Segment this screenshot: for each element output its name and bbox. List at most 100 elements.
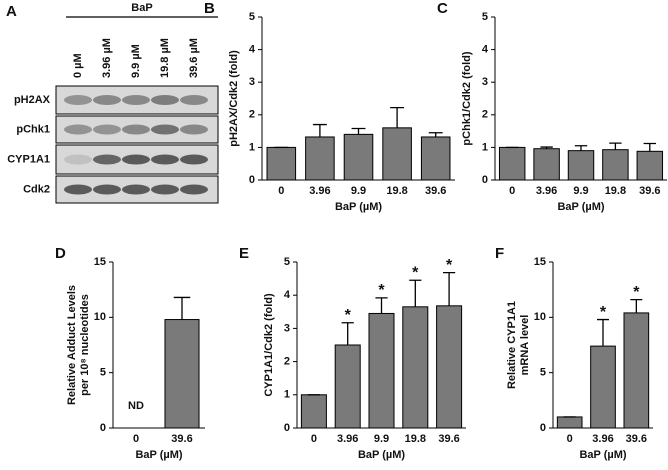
blot-band	[151, 124, 179, 135]
panel-label: E	[239, 245, 249, 262]
x-tick-label: 3.96	[309, 185, 330, 197]
x-tick-label: 0	[278, 185, 284, 197]
x-tick-label: 39.6	[626, 433, 647, 445]
y-axis-label: mRNA level	[519, 315, 531, 376]
bar	[590, 345, 616, 429]
x-axis-label: BaP (µM)	[335, 201, 382, 213]
y-tick-label: 4	[482, 44, 489, 56]
y-tick-label: 2	[482, 109, 488, 121]
error-bar	[390, 106, 405, 128]
x-axis-label: BaP (µM)	[358, 449, 405, 461]
blot-band	[64, 154, 92, 165]
bar	[266, 146, 297, 181]
x-axis-label: BaP (µM)	[135, 449, 182, 461]
bar	[623, 312, 650, 429]
x-tick-label: 19.8	[386, 185, 407, 197]
x-axis-label: BaP (µM)	[557, 201, 604, 213]
bar	[498, 146, 526, 181]
x-tick-label: 0	[509, 185, 515, 197]
y-tick-label: 5	[284, 256, 290, 268]
x-tick-label: 39.6	[639, 185, 660, 197]
blot-band	[180, 184, 208, 195]
bar	[636, 150, 664, 181]
x-tick-label: 0	[311, 433, 317, 445]
panel-label: F	[495, 245, 504, 262]
lane-label: 9.9 µM	[130, 44, 142, 78]
error-bar	[409, 279, 422, 307]
error-bar	[351, 127, 366, 135]
y-tick-label: 1	[482, 141, 488, 153]
bar	[402, 306, 429, 429]
blot-band	[64, 124, 92, 135]
error-bar	[630, 298, 643, 313]
error-bar	[428, 132, 443, 137]
blot-band	[180, 95, 208, 105]
blot-band	[180, 124, 208, 135]
blot-band	[64, 95, 92, 105]
y-tick-label: 0	[482, 174, 488, 186]
y-axis-label: CYP1A1/Cdk2 (fold)	[263, 293, 275, 397]
bar	[556, 416, 583, 429]
error-bar	[375, 297, 388, 314]
y-axis-label: pH2AX/Cdk2 (fold)	[228, 50, 240, 147]
y-axis-label: per 10⁸ nucleotides	[79, 294, 91, 396]
row-label: pChk1	[16, 123, 50, 135]
x-tick-label: 39.6	[425, 185, 446, 197]
y-tick-label: 0	[249, 174, 255, 186]
bar	[382, 127, 412, 181]
y-tick-label: 3	[249, 76, 255, 88]
y-tick-label: 2	[284, 356, 290, 368]
panel-label: B	[204, 0, 215, 17]
bar	[602, 149, 629, 181]
y-tick-label: 15	[94, 256, 106, 268]
y-tick-label: 3	[284, 322, 290, 334]
blot-band	[64, 184, 92, 195]
blot-band	[122, 95, 150, 105]
bar-annotation: *	[446, 257, 453, 274]
error-bar	[597, 318, 609, 347]
bar	[567, 150, 595, 181]
bar	[300, 394, 327, 429]
y-tick-label: 15	[534, 256, 546, 268]
blot-band	[151, 154, 179, 165]
panel-label: A	[6, 3, 17, 20]
x-tick-label: 19.8	[605, 185, 626, 197]
y-tick-label: 10	[94, 311, 106, 323]
x-tick-label: 0	[567, 433, 573, 445]
bar	[305, 136, 335, 181]
x-tick-label: 39.6	[438, 433, 459, 445]
bar-annotation: *	[600, 304, 607, 321]
blot-band	[122, 154, 150, 165]
bar-annotation: *	[378, 282, 385, 299]
lane-label: 0 µM	[72, 53, 84, 78]
error-bar	[443, 271, 456, 306]
y-tick-label: 0	[540, 422, 546, 434]
y-tick-label: 0	[284, 422, 290, 434]
blot-band	[93, 124, 121, 135]
x-tick-label: 3.96	[337, 433, 358, 445]
bar-annotation: *	[412, 264, 419, 281]
blot-band	[122, 184, 150, 195]
bar	[420, 136, 451, 181]
error-bar	[312, 123, 327, 137]
y-tick-label: 3	[482, 76, 488, 88]
row-label: CYP1A1	[7, 153, 50, 165]
bar	[436, 305, 463, 429]
x-tick-label: 0	[133, 433, 139, 445]
y-tick-label: 0	[100, 422, 106, 434]
bar	[343, 133, 374, 181]
y-tick-label: 5	[100, 367, 106, 379]
error-bar	[574, 145, 588, 151]
y-tick-label: 1	[249, 141, 255, 153]
x-tick-label: 3.96	[536, 185, 557, 197]
blot-band	[93, 184, 121, 195]
bar-annotation: *	[633, 284, 640, 301]
panel-label: C	[437, 0, 448, 17]
blot-band	[93, 95, 121, 105]
y-tick-label: 4	[284, 289, 291, 301]
blot-group: BaP	[131, 2, 152, 14]
panel-label: D	[55, 245, 66, 262]
x-axis-label: BaP (µM)	[579, 449, 626, 461]
